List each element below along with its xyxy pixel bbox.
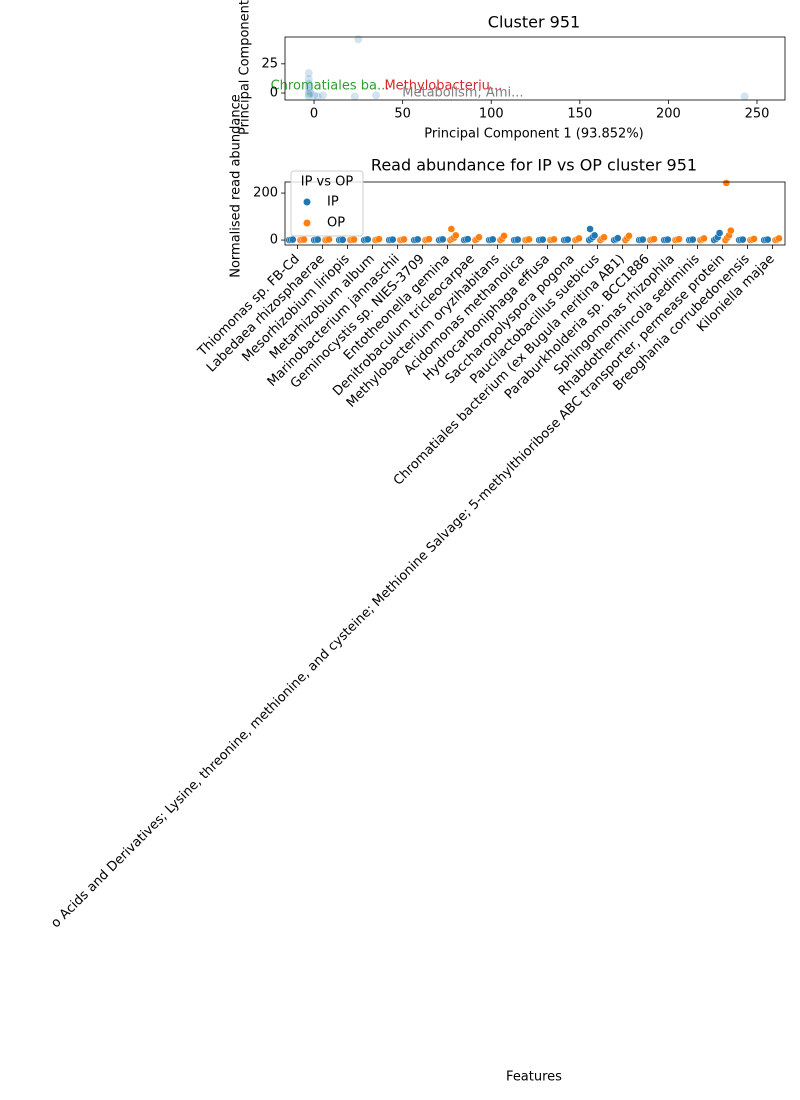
point [313,92,322,101]
point [715,229,724,237]
x-tick-label: 0 [310,107,318,122]
point [304,83,313,92]
legend-label: IP [327,195,339,210]
point [325,235,333,244]
point [475,233,483,241]
x-tick-label: 200 [656,107,681,122]
point [575,234,583,243]
point [414,235,422,244]
point [318,91,327,100]
point [564,235,572,244]
point [310,91,319,100]
point [439,235,447,244]
point [364,235,372,244]
point [675,235,683,243]
point [354,35,363,44]
point [625,232,633,240]
annotation: Methylobacteriu... [384,79,502,94]
point [739,235,747,244]
point [750,235,758,243]
point [304,69,313,78]
point [300,235,308,244]
point [586,225,594,233]
chart-title: Cluster 951 [488,13,580,32]
y-axis-label: Normalised read abundance [229,94,244,278]
point [740,92,749,101]
annotation: Chromatiales ba... [271,79,390,94]
legend-box [290,170,364,237]
point [689,235,697,244]
point [375,235,383,243]
point [314,235,322,244]
x-tick-label: o Acids and Derivatives; Lysine, threoni… [48,252,727,931]
point [539,235,547,244]
point [464,235,472,243]
point [350,92,359,101]
y-axis-label: Principal Component 2 (5. [238,0,253,135]
point [452,231,460,240]
point [650,235,658,243]
point [304,75,313,83]
x-tick-label: 150 [567,107,592,122]
y-tick-label: 200 [253,186,278,201]
y-tick-label: 25 [261,56,278,71]
point [590,231,599,240]
point [425,235,433,243]
x-axis-label: Principal Component 1 (93.852%) [424,127,644,142]
legend-marker [303,198,311,206]
point [304,79,313,88]
axes-frame [284,36,786,101]
point [722,179,731,187]
point [525,235,533,244]
point [447,225,456,233]
point [775,234,783,243]
point [514,235,522,244]
chart-title: Read abundance for IP vs OP cluster 951 [371,156,697,175]
point [400,235,408,244]
point [500,232,508,240]
y-tick-label: 0 [270,86,278,101]
point [700,234,708,243]
x-tick-label: 100 [479,107,504,122]
point [489,235,497,244]
point [550,235,558,244]
x-axis-label: Features [506,1070,562,1085]
y-tick-label: 0 [270,233,278,248]
legend-title: IP vs OP [301,175,354,190]
legend-label: OP [327,216,345,231]
legend-marker [303,219,311,227]
point [304,86,313,95]
point [304,90,313,99]
point [389,235,397,244]
point [289,235,297,244]
point [350,235,358,244]
point [304,92,313,101]
point [727,226,735,235]
point [600,233,608,241]
point [339,236,347,244]
point [639,235,647,244]
x-tick-label: 250 [745,107,770,122]
point [764,235,772,244]
axes-frame [284,181,786,246]
point [306,89,315,97]
x-tick-label: 50 [394,107,411,122]
annotation: Metabolism; Ami... [402,86,523,101]
point [372,91,381,100]
point [614,234,622,242]
point [664,235,672,244]
